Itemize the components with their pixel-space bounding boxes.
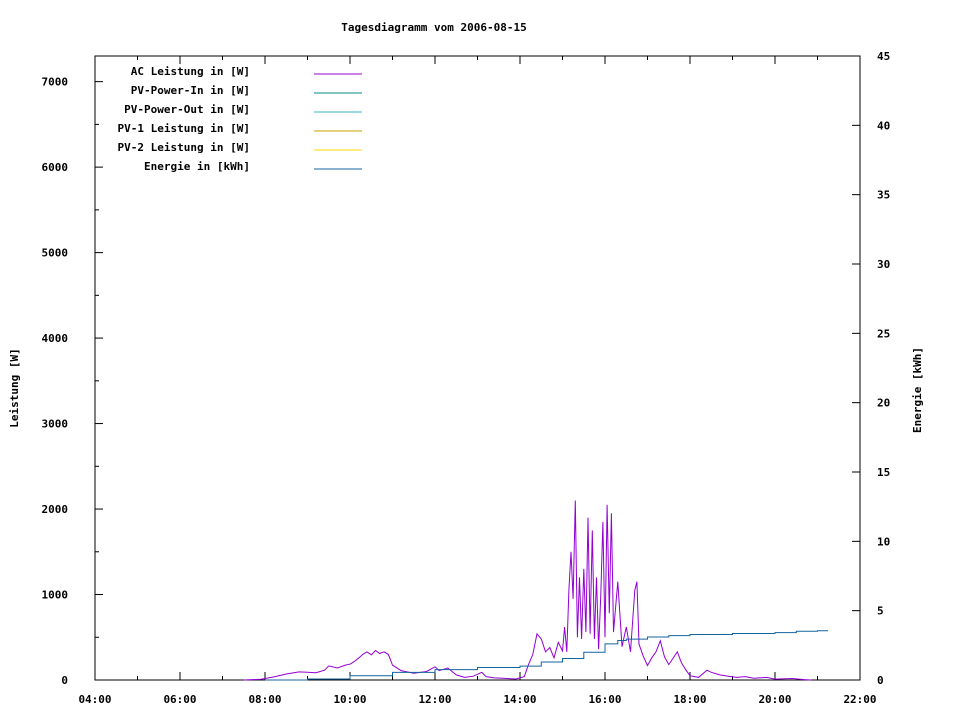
x-tick-label: 22:00 xyxy=(843,693,876,706)
x-axis-ticks: 04:00 06:00 08:00 10:00 12:00 14:00 16:00 18:00… xyxy=(78,56,877,706)
x-tick-label: 12:00 xyxy=(418,693,451,706)
chart-title: Tagesdiagramm vom 2006-08-15 xyxy=(341,21,526,34)
y-tick-label: 2000 xyxy=(42,503,69,516)
y2-tick-label: 35 xyxy=(877,189,890,202)
y2-tick-label: 10 xyxy=(877,535,890,548)
x-tick-label: 18:00 xyxy=(673,693,706,706)
y-tick-label: 5000 xyxy=(42,247,69,260)
legend: AC Leistung in [W] PV-Power-In in [W] PV-P… xyxy=(118,65,362,173)
x-tick-label: 14:00 xyxy=(503,693,536,706)
legend-label: PV-Power-Out in [W] xyxy=(124,103,250,116)
y-tick-label: 6000 xyxy=(42,161,69,174)
legend-label: AC Leistung in [W] xyxy=(131,65,250,78)
x-tick-label: 10:00 xyxy=(333,693,366,706)
y2-tick-label: 25 xyxy=(877,327,890,340)
y2-axis-label: Energie [kWh] xyxy=(911,347,924,433)
y-axis-ticks: 0 1000 2000 3000 4000 5000 6000 7000 xyxy=(42,76,103,687)
series-group xyxy=(243,500,829,681)
legend-label: PV-2 Leistung in [W] xyxy=(118,141,250,154)
legend-label: PV-1 Leistung in [W] xyxy=(118,122,250,135)
x-tick-label: 20:00 xyxy=(758,693,791,706)
legend-label: Energie in [kWh] xyxy=(144,160,250,173)
y-axis-label: Leistung [W] xyxy=(8,348,21,427)
x-tick-label: 06:00 xyxy=(163,693,196,706)
x-tick-label: 16:00 xyxy=(588,693,621,706)
y2-tick-label: 40 xyxy=(877,119,890,132)
x-tick-label: 08:00 xyxy=(248,693,281,706)
y2-tick-label: 30 xyxy=(877,258,890,271)
y-tick-label: 1000 xyxy=(42,589,69,602)
y2-tick-label: 5 xyxy=(877,605,884,618)
series-line-5 xyxy=(265,630,829,681)
y-tick-label: 7000 xyxy=(42,76,69,89)
series-line-0 xyxy=(243,500,812,681)
y-tick-label: 0 xyxy=(61,674,68,687)
y2-axis-ticks: 0 5 10 15 20 25 30 35 40 45 xyxy=(852,50,890,687)
y2-tick-label: 15 xyxy=(877,466,890,479)
y2-tick-label: 45 xyxy=(877,50,890,63)
y-tick-label: 4000 xyxy=(42,332,69,345)
y-tick-label: 3000 xyxy=(42,418,69,431)
y2-tick-label: 20 xyxy=(877,397,890,410)
x-tick-label: 04:00 xyxy=(78,693,111,706)
y2-tick-label: 0 xyxy=(877,674,884,687)
legend-label: PV-Power-In in [W] xyxy=(131,84,250,97)
